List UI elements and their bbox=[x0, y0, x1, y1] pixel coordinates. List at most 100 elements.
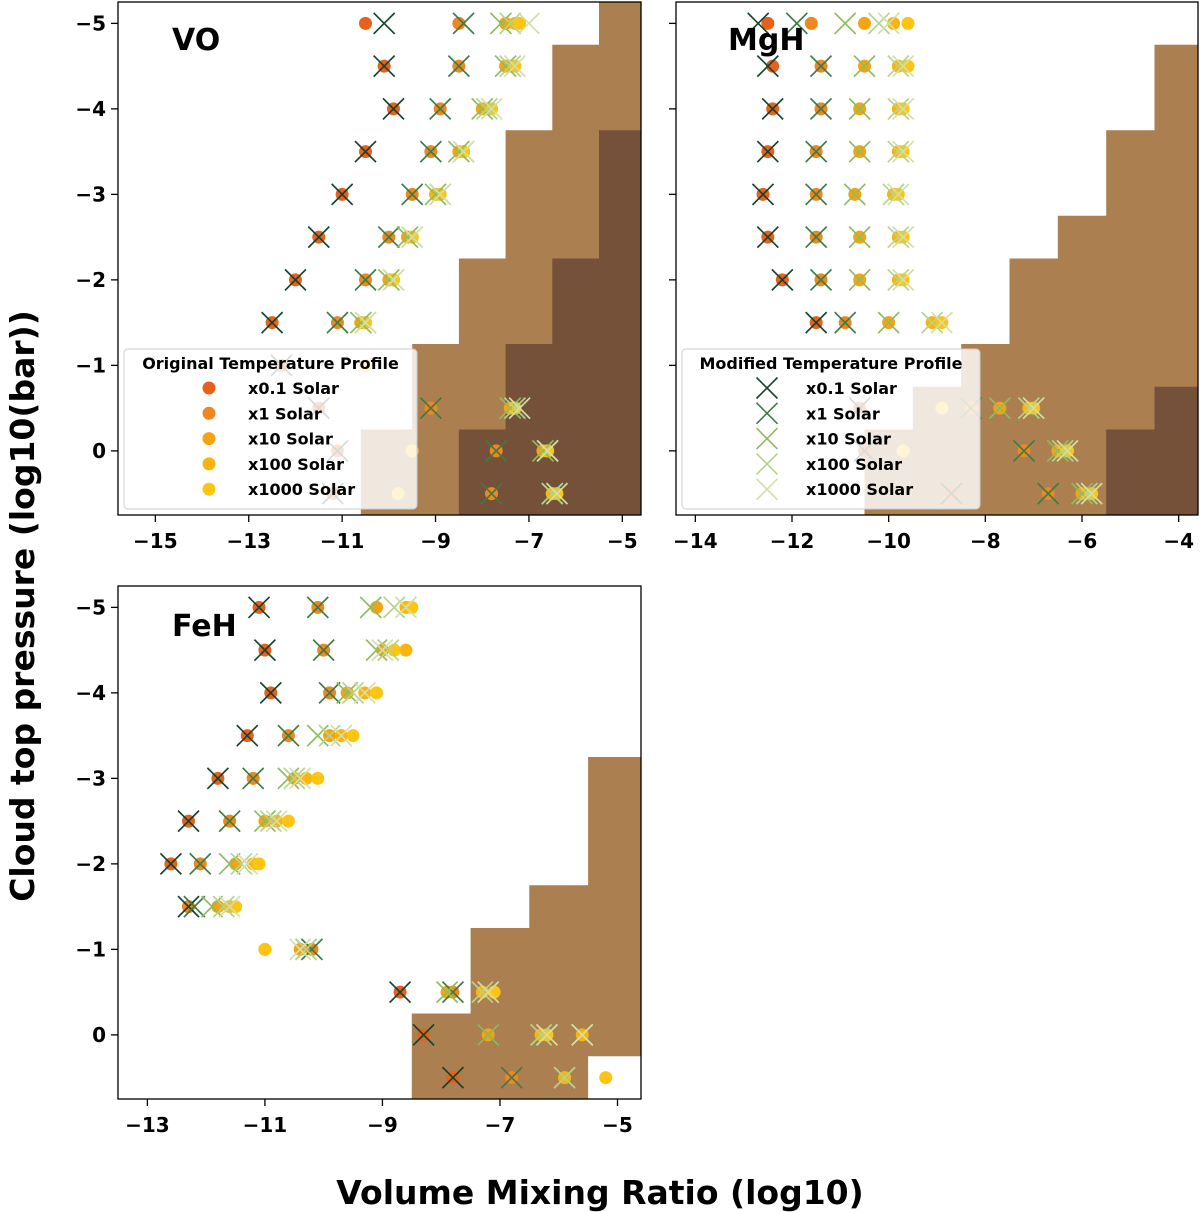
point-x100-solar-mod bbox=[377, 639, 400, 662]
point-x1-solar-mod bbox=[500, 1066, 523, 1089]
point-x1000-solar bbox=[901, 16, 915, 30]
point-x100-solar-mod bbox=[887, 140, 910, 163]
point-x0-1-solar-mod bbox=[805, 311, 828, 334]
panel-title: MgH bbox=[728, 23, 804, 58]
legend-marker-x10-solar bbox=[202, 432, 216, 446]
point-x0-1-solar-mod bbox=[206, 767, 229, 790]
point-x10-solar-mod bbox=[253, 810, 276, 833]
x-tick-label: −5 bbox=[607, 529, 638, 553]
x-axis-title: Volume Mixing Ratio (log10) bbox=[336, 1173, 863, 1212]
point-x100-solar-mod bbox=[867, 12, 891, 35]
point-x10-solar bbox=[370, 600, 384, 614]
legend-title: Original Temperature Profile bbox=[142, 354, 399, 373]
point-x100-solar-mod bbox=[553, 1066, 576, 1089]
x-tick-label: −7 bbox=[514, 529, 545, 553]
point-x0-1-solar bbox=[358, 16, 372, 30]
point-x10-solar-mod bbox=[365, 639, 388, 662]
x-tick-label: −9 bbox=[367, 1113, 398, 1137]
x-tick-label: −4 bbox=[1163, 529, 1194, 553]
x-tick-label: −12 bbox=[770, 529, 815, 553]
point-x10-solar-mod bbox=[349, 311, 372, 334]
point-x1000-solar-mod bbox=[382, 268, 405, 291]
x-tick-label: −6 bbox=[1067, 529, 1098, 553]
point-x10-solar bbox=[229, 857, 243, 871]
y-tick-label: −3 bbox=[75, 766, 106, 790]
x-tick-label: −7 bbox=[485, 1113, 516, 1137]
point-x10-solar-mod bbox=[489, 12, 512, 35]
point-x1-solar-mod bbox=[377, 226, 400, 249]
point-x10-solar-mod bbox=[1046, 439, 1069, 462]
panel-feh: −13 −11 −9 −7 −5 −5 −4 −3 −2 −1 0 FeH bbox=[75, 585, 642, 1137]
point-x0-1-solar-mod bbox=[261, 311, 284, 334]
point-x1-solar-mod bbox=[312, 639, 335, 662]
point-x0-1-solar-mod bbox=[382, 97, 405, 120]
point-x1-solar-mod bbox=[805, 140, 828, 163]
point-x100-solar-mod bbox=[383, 596, 406, 619]
point-x10-solar bbox=[499, 16, 513, 30]
point-x10-solar-mod bbox=[1070, 482, 1094, 505]
panel-mgh: −14 −12 −10 −8 −6 −4 MgH Modified Temperature P… bbox=[669, 1, 1199, 553]
legend-label-x10-solar: x10 Solar bbox=[248, 430, 333, 449]
point-x1000-solar-mod bbox=[930, 311, 953, 334]
x-tick-label: −15 bbox=[133, 529, 178, 553]
legend-marker-x10-solar bbox=[755, 427, 779, 450]
point-x1000-solar-mod bbox=[330, 724, 353, 747]
point-x100-solar-mod bbox=[1051, 439, 1074, 462]
point-x1-solar-mod bbox=[419, 140, 442, 163]
point-x1-solar-mod bbox=[419, 397, 442, 420]
point-x1-solar-mod bbox=[480, 482, 503, 505]
legend-marker-x100-solar bbox=[202, 457, 216, 471]
point-x10-solar-mod bbox=[477, 1023, 500, 1046]
legend-marker-x1000-solar bbox=[755, 478, 779, 501]
point-x1000-solar-mod bbox=[508, 397, 531, 420]
point-x1000-solar-mod bbox=[887, 183, 910, 206]
point-x1-solar-mod bbox=[326, 311, 349, 334]
y-tick-label: −5 bbox=[75, 595, 106, 619]
legend-label-x10-solar: x10 Solar bbox=[806, 430, 891, 449]
legend-marker-x0-1-solar bbox=[202, 381, 216, 395]
point-x1-solar-mod bbox=[183, 895, 206, 918]
point-x0-1-solar-mod bbox=[259, 681, 282, 704]
point-x100-solar-mod bbox=[475, 97, 498, 120]
point-x1000-solar-mod bbox=[545, 482, 569, 505]
point-x1000-solar bbox=[599, 1071, 613, 1085]
legend-label-x1000-solar: x1000 Solar bbox=[248, 480, 355, 499]
point-x100-solar-mod bbox=[230, 852, 253, 875]
point-x10-solar-mod bbox=[447, 140, 470, 163]
point-x1-solar-mod bbox=[429, 97, 452, 120]
point-x10-solar-mod bbox=[471, 97, 494, 120]
point-x10-solar-mod bbox=[424, 183, 447, 206]
point-x100-solar-mod bbox=[341, 681, 365, 704]
x-tick-label: −13 bbox=[125, 1113, 170, 1137]
x-tick-label: −9 bbox=[420, 529, 451, 553]
point-x1-solar-mod bbox=[805, 226, 828, 249]
point-x1-solar-mod bbox=[189, 852, 212, 875]
point-x0-1-solar-mod bbox=[177, 895, 200, 918]
point-x1000-solar bbox=[901, 59, 915, 73]
point-x1000-solar-mod bbox=[289, 938, 312, 961]
point-x1000-solar bbox=[487, 985, 501, 999]
x-tick-label: −8 bbox=[970, 529, 1001, 553]
point-x0-1-solar-mod bbox=[761, 97, 784, 120]
point-x1-solar-mod bbox=[809, 268, 833, 291]
point-x1000-solar-mod bbox=[571, 1023, 594, 1046]
region-0 bbox=[864, 2, 1198, 515]
point-x1000-solar-mod bbox=[503, 55, 526, 78]
point-x1-solar-mod bbox=[785, 12, 808, 35]
point-x100-solar-mod bbox=[1075, 482, 1098, 505]
y-tick-label: 0 bbox=[92, 439, 106, 463]
x-tick-label: −11 bbox=[320, 529, 365, 553]
point-x10-solar-mod bbox=[848, 97, 871, 120]
point-x1-solar bbox=[452, 16, 466, 30]
point-x100-solar-mod bbox=[283, 767, 306, 790]
point-x1000-solar bbox=[513, 16, 527, 30]
point-x10-solar-mod bbox=[499, 397, 522, 420]
point-x100-solar-mod bbox=[887, 97, 910, 120]
point-x1000-solar-mod bbox=[371, 639, 394, 662]
axes-frame bbox=[117, 1, 642, 516]
point-x10-solar-mod bbox=[848, 226, 871, 249]
point-x0-1-solar-mod bbox=[756, 55, 779, 78]
legend: Modified Temperature Profile x0.1 Solar x1… bbox=[681, 348, 981, 510]
region-1 bbox=[1106, 386, 1198, 515]
